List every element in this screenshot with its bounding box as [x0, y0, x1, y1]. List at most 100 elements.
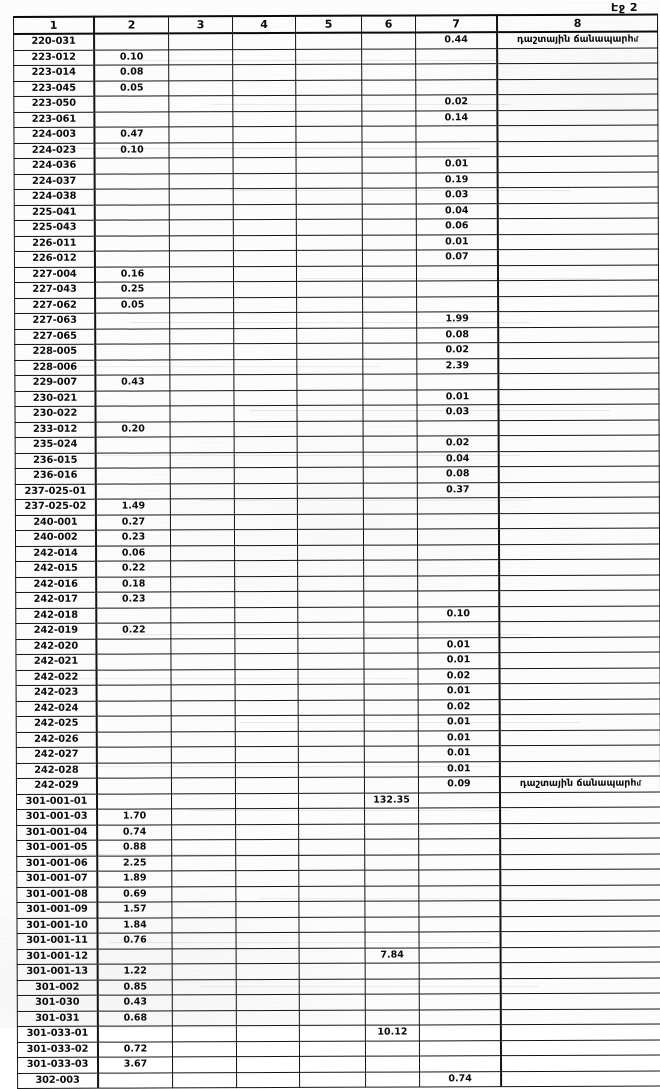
- note-cell: [501, 1070, 660, 1087]
- value-cell-col7: [419, 1024, 501, 1041]
- value-cell-col3: [169, 173, 234, 189]
- value-cell-col6: [363, 575, 418, 592]
- value-cell-col3: [169, 157, 234, 174]
- value-cell-col3: [171, 824, 236, 840]
- value-cell-col6: [365, 978, 420, 995]
- parcel-code-cell: 301-001-11: [17, 933, 98, 949]
- value-cell-col2: 1.49: [95, 498, 171, 515]
- value-cell-col3: [171, 731, 236, 747]
- value-cell-col3: [171, 700, 236, 716]
- value-cell-col7: 0.03: [416, 187, 498, 204]
- value-cell-col6: [364, 838, 419, 855]
- value-cell-col7: [416, 373, 499, 390]
- value-cell-col7: 0.44: [415, 32, 498, 49]
- value-cell-col3: [170, 467, 235, 484]
- value-cell-col5: [298, 901, 365, 917]
- value-cell-col4: [233, 405, 298, 422]
- value-cell-col5: [298, 777, 365, 793]
- value-cell-col4: [232, 64, 296, 81]
- note-cell: [498, 466, 660, 483]
- value-cell-col7: 0.02: [417, 435, 499, 452]
- note-cell: [499, 574, 660, 591]
- value-cell-col4: [236, 932, 300, 949]
- value-cell-col4: [232, 126, 296, 143]
- parcel-code-cell: 301-001-07: [16, 871, 98, 887]
- value-cell-col5: [296, 250, 363, 266]
- value-cell-col7: 0.03: [416, 404, 499, 421]
- value-cell-col3: [169, 235, 234, 251]
- parcel-code-cell: 242-029: [16, 778, 97, 794]
- value-cell-col6: [364, 745, 419, 762]
- value-cell-col6: [362, 358, 417, 375]
- value-cell-col7: [417, 497, 499, 514]
- parcel-code-cell: 237-025-02: [15, 499, 96, 515]
- value-cell-col3: [171, 855, 236, 871]
- value-cell-col5: [297, 498, 364, 514]
- note-cell: [497, 187, 659, 204]
- value-cell-col2: 0.23: [96, 591, 171, 608]
- value-cell-col2: [94, 95, 169, 112]
- parcel-code-cell: 301-033-01: [17, 1026, 98, 1042]
- value-cell-col6: [362, 265, 417, 282]
- parcel-code-cell: 226-011: [14, 235, 95, 252]
- value-cell-col2: 0.68: [97, 1010, 173, 1027]
- value-cell-col6: [365, 931, 420, 948]
- value-cell-col7: [416, 265, 499, 281]
- value-cell-col4: [233, 219, 297, 236]
- value-cell-col2: [95, 483, 171, 500]
- value-cell-col6: [362, 342, 417, 359]
- value-cell-col4: [235, 699, 299, 716]
- value-cell-col4: [232, 48, 296, 65]
- value-cell-col4: [234, 513, 298, 530]
- value-cell-col7: [416, 296, 499, 312]
- value-cell-col2: [95, 467, 171, 484]
- value-cell-col4: [234, 529, 298, 546]
- value-cell-col4: [235, 885, 299, 902]
- note-cell: [497, 249, 659, 266]
- note-cell: [500, 977, 660, 994]
- value-cell-col3: [170, 436, 235, 453]
- value-cell-col7: 0.01: [418, 730, 500, 746]
- value-cell-col3: [171, 870, 236, 887]
- value-cell-col6: [365, 993, 420, 1010]
- value-cell-col3: [169, 219, 234, 236]
- parcel-code-cell: 223-012: [13, 49, 95, 66]
- value-cell-col4: [235, 730, 299, 747]
- parcel-code-cell: 301-001-09: [16, 902, 98, 918]
- value-cell-col2: [96, 653, 172, 670]
- value-cell-col6: [363, 544, 418, 561]
- value-cell-col4: [234, 653, 299, 670]
- value-cell-col5: [296, 188, 363, 204]
- value-cell-col6: [362, 234, 417, 251]
- value-cell-col6: [364, 683, 419, 700]
- value-cell-col4: [233, 358, 297, 375]
- value-cell-col2: 0.88: [97, 839, 172, 856]
- column-header-1: 1: [13, 16, 95, 34]
- value-cell-col5: [298, 792, 365, 809]
- note-cell: դաշտային ճանապարհմ: [499, 776, 660, 793]
- value-cell-col2: [96, 731, 172, 748]
- value-cell-col5: [298, 808, 365, 824]
- value-cell-col3: [172, 1072, 237, 1088]
- value-cell-col2: 0.20: [95, 421, 171, 438]
- value-cell-col6: [363, 590, 418, 607]
- note-cell: [498, 512, 660, 529]
- value-cell-col6: [363, 528, 418, 545]
- value-cell-col5: [298, 854, 365, 871]
- value-cell-col2: [96, 607, 171, 624]
- note-cell: [498, 295, 659, 312]
- parcel-code-cell: 242-027: [16, 747, 97, 763]
- value-cell-col2: [97, 1025, 173, 1042]
- parcel-code-cell: 242-017: [15, 592, 97, 608]
- note-cell: [498, 342, 659, 359]
- value-cell-col2: [96, 638, 171, 655]
- cadastre-table: 1 2 3 4 5 6 7 8 220-031 0.44 դաշտային ճանա…: [13, 14, 660, 1089]
- value-cell-col7: 0.01: [418, 683, 500, 700]
- value-cell-col4: [235, 684, 299, 701]
- note-cell: [500, 1055, 660, 1072]
- value-cell-col4: [234, 622, 298, 639]
- value-cell-col3: [172, 994, 237, 1011]
- parcel-code-cell: 227-063: [14, 313, 96, 329]
- value-cell-col3: [171, 715, 236, 732]
- note-cell: [500, 915, 660, 932]
